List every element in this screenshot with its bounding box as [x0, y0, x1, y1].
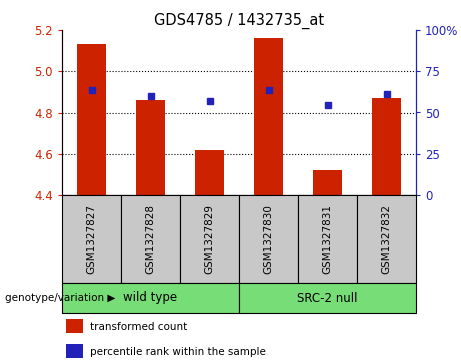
Bar: [298, 195, 357, 283]
Bar: [195, 150, 224, 195]
Bar: [357, 195, 416, 283]
Text: GSM1327832: GSM1327832: [382, 204, 391, 274]
Text: genotype/variation ▶: genotype/variation ▶: [5, 293, 115, 303]
Text: GSM1327827: GSM1327827: [87, 204, 96, 274]
Bar: [239, 283, 416, 313]
Text: SRC-2 null: SRC-2 null: [297, 291, 358, 305]
Text: GSM1327828: GSM1327828: [146, 204, 155, 274]
Bar: [372, 98, 401, 195]
Text: transformed count: transformed count: [90, 322, 188, 332]
Bar: [62, 283, 239, 313]
Bar: [62, 195, 121, 283]
Text: GSM1327829: GSM1327829: [205, 204, 214, 274]
Text: GSM1327831: GSM1327831: [323, 204, 332, 274]
Bar: [65, 319, 83, 333]
Bar: [180, 195, 239, 283]
Bar: [254, 38, 283, 195]
Title: GDS4785 / 1432735_at: GDS4785 / 1432735_at: [154, 12, 324, 29]
Bar: [239, 195, 298, 283]
Text: GSM1327830: GSM1327830: [264, 204, 273, 274]
Bar: [313, 170, 342, 195]
Bar: [121, 195, 180, 283]
Bar: [136, 100, 165, 195]
Bar: [77, 44, 106, 195]
Bar: [65, 344, 83, 358]
Text: percentile rank within the sample: percentile rank within the sample: [90, 347, 266, 357]
Text: wild type: wild type: [124, 291, 177, 305]
